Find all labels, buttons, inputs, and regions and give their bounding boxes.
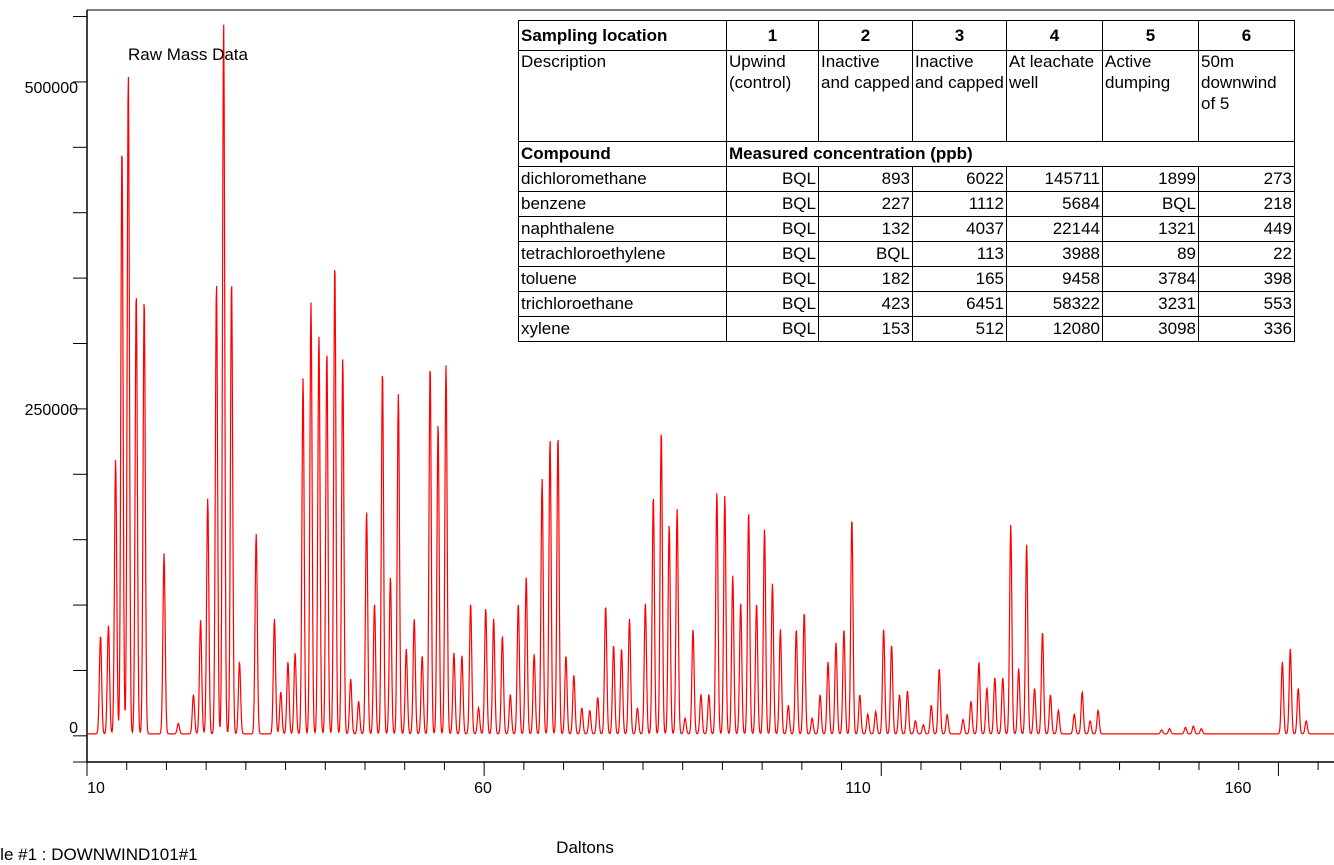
concentration-cell: 449: [1198, 216, 1295, 242]
concentration-cell: 4037: [912, 216, 1007, 242]
compound-label: Compound: [518, 141, 727, 167]
compound-name-cell: naphthalene: [518, 216, 727, 242]
concentration-cell: 12080: [1006, 316, 1103, 342]
y-tick-label: 0: [69, 720, 78, 737]
concentration-cell: 6022: [912, 166, 1007, 192]
y-tick-label: 250000: [24, 402, 78, 419]
table-row: toluene BQL 182 165 9458 3784 398: [518, 266, 1295, 292]
concentration-cell: BQL: [726, 241, 819, 267]
table-description-row: Description Upwind (control) Inactive an…: [518, 50, 1295, 142]
concentration-table: Sampling location 1 2 3 4 5 6 Descriptio…: [518, 20, 1295, 342]
concentration-cell: 423: [818, 291, 913, 317]
table-row: dichloromethane BQL 893 6022 145711 1899 273: [518, 166, 1295, 192]
table-header-cell: 2: [818, 20, 913, 51]
description-label: Description: [518, 50, 727, 142]
table-header-row: Sampling location 1 2 3 4 5 6: [518, 20, 1295, 51]
x-axis-title: Daltons: [556, 838, 614, 857]
concentration-cell: BQL: [726, 166, 819, 192]
concentration-cell: 6451: [912, 291, 1007, 317]
spectrum-series: [87, 24, 1334, 735]
spectrum-line: [87, 24, 1334, 735]
x-tick-label: 60: [474, 780, 492, 797]
axes: [73, 16, 1319, 776]
concentration-cell: 153: [818, 316, 913, 342]
compound-name-cell: tetrachloroethylene: [518, 241, 727, 267]
compound-name-cell: trichloroethane: [518, 291, 727, 317]
file-footnote: File #1 : DOWNWIND101#1: [0, 845, 198, 864]
x-tick-label: 110: [845, 780, 871, 797]
concentration-cell: 1112: [912, 191, 1007, 217]
concentration-cell: 5684: [1006, 191, 1103, 217]
concentration-cell: BQL: [726, 216, 819, 242]
table-header-cell: 4: [1006, 20, 1103, 51]
concentration-cell: BQL: [726, 266, 819, 292]
concentration-cell: BQL: [818, 241, 913, 267]
concentration-cell: 893: [818, 166, 913, 192]
compound-name-cell: dichloromethane: [518, 166, 727, 192]
concentration-cell: 9458: [1006, 266, 1103, 292]
concentration-cell: 132: [818, 216, 913, 242]
concentration-cell: 273: [1198, 166, 1295, 192]
table-compound-header-row: Compound Measured concentration (ppb): [518, 141, 1295, 167]
concentration-cell: 22: [1198, 241, 1295, 267]
table-row: benzene BQL 227 1112 5684 BQL 218: [518, 191, 1295, 217]
concentration-cell: 145711: [1006, 166, 1103, 192]
measure-label: Measured concentration (ppb): [726, 141, 1295, 167]
concentration-cell: 182: [818, 266, 913, 292]
concentration-cell: 3988: [1006, 241, 1103, 267]
compound-name-cell: toluene: [518, 266, 727, 292]
concentration-cell: 3231: [1102, 291, 1199, 317]
table-row: naphthalene BQL 132 4037 22144 1321 449: [518, 216, 1295, 242]
concentration-cell: 22144: [1006, 216, 1103, 242]
concentration-cell: 553: [1198, 291, 1295, 317]
description-cell: At leachate well: [1006, 50, 1103, 142]
concentration-cell: 3098: [1102, 316, 1199, 342]
concentration-cell: 3784: [1102, 266, 1199, 292]
table-body: dichloromethane BQL 893 6022 145711 1899 273 be…: [518, 166, 1295, 342]
table-row: xylene BQL 153 512 12080 3098 336: [518, 316, 1295, 342]
table-header-cell: Sampling location: [518, 20, 727, 51]
table-header-cell: 3: [912, 20, 1007, 51]
x-tick-label: 10: [87, 780, 105, 797]
concentration-cell: 165: [912, 266, 1007, 292]
x-tick-label: 160: [1224, 780, 1252, 797]
table-header-cell: 1: [726, 20, 819, 51]
concentration-cell: BQL: [726, 291, 819, 317]
concentration-cell: 512: [912, 316, 1007, 342]
concentration-cell: BQL: [726, 316, 819, 342]
compound-name-cell: benzene: [518, 191, 727, 217]
y-tick-label: 500000: [24, 80, 78, 97]
description-cell: Upwind (control): [726, 50, 819, 142]
concentration-cell: 218: [1198, 191, 1295, 217]
concentration-cell: 89: [1102, 241, 1199, 267]
concentration-cell: 1321: [1102, 216, 1199, 242]
description-cell: Inactive and capped: [818, 50, 913, 142]
table-header-cell: 5: [1102, 20, 1199, 51]
compound-name-cell: xylene: [518, 316, 727, 342]
concentration-cell: 336: [1198, 316, 1295, 342]
plot-title: Raw Mass Data: [128, 45, 248, 64]
table-header-cell: 6: [1198, 20, 1295, 51]
concentration-cell: 227: [818, 191, 913, 217]
description-cell: 50m downwind of 5: [1198, 50, 1295, 142]
concentration-cell: 58322: [1006, 291, 1103, 317]
plot-frame: [86, 9, 1334, 763]
description-cell: Active dumping: [1102, 50, 1199, 142]
concentration-cell: 1899: [1102, 166, 1199, 192]
description-cell: Inactive and capped: [912, 50, 1007, 142]
table-row: tetrachloroethylene BQL BQL 113 3988 89 22: [518, 241, 1295, 267]
concentration-cell: BQL: [726, 191, 819, 217]
concentration-cell: 113: [912, 241, 1007, 267]
concentration-cell: BQL: [1102, 191, 1199, 217]
table-row: trichloroethane BQL 423 6451 58322 3231 553: [518, 291, 1295, 317]
concentration-cell: 398: [1198, 266, 1295, 292]
